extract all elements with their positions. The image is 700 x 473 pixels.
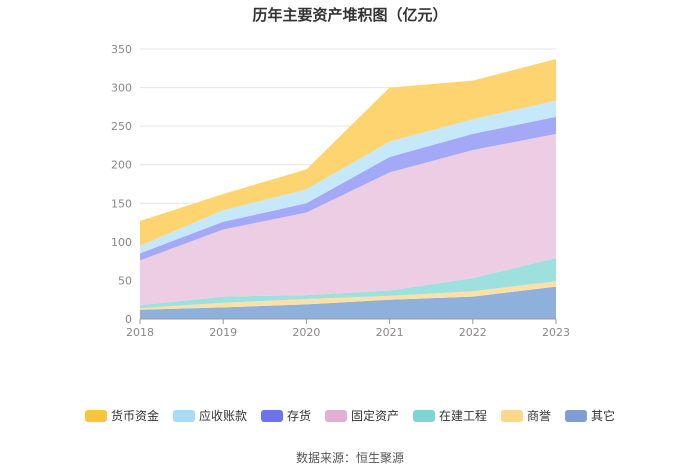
- x-tick-label: 2022: [459, 326, 487, 339]
- x-tick-label: 2020: [292, 326, 320, 339]
- legend-item[interactable]: 固定资产: [324, 407, 399, 424]
- legend-label: 在建工程: [439, 409, 488, 423]
- chart-title: 历年主要资产堆积图（亿元）: [252, 6, 448, 24]
- legend-swatch: [260, 409, 283, 422]
- axes: 0 50 100 150 200 250 300 350 2018 2019 2020 2021 202…: [111, 43, 570, 339]
- area-series-1: [140, 281, 556, 310]
- data-source: 数据来源：恒生聚源: [295, 451, 404, 465]
- legend-label: 存货: [286, 409, 311, 423]
- legend-label: 货币资金: [110, 409, 159, 423]
- y-tick-label: 50: [118, 274, 132, 287]
- legend-item[interactable]: 其它: [565, 407, 615, 424]
- area-series-6: [140, 59, 556, 246]
- legend-label: 其它: [591, 409, 616, 423]
- y-tick-label: 250: [111, 120, 132, 133]
- y-tick-label: 350: [111, 43, 132, 56]
- area-series-4: [140, 116, 556, 261]
- x-tick-label: 2019: [209, 326, 237, 339]
- y-tick-label: 100: [111, 236, 132, 249]
- y-tick-label: 0: [125, 313, 132, 326]
- legend-item[interactable]: 在建工程: [413, 407, 487, 424]
- legend-swatch: [501, 409, 524, 422]
- legend: 货币资金 应收账款 存货 固定资产 在建工程 商誉 其它: [0, 407, 700, 425]
- x-tick-label: 2018: [126, 326, 154, 339]
- area-series-2: [140, 258, 556, 309]
- y-tick-label: 200: [111, 159, 132, 172]
- legend-item[interactable]: 存货: [260, 407, 311, 424]
- area-series-5: [140, 100, 556, 254]
- legend-item[interactable]: 应收账款: [172, 407, 247, 424]
- y-tick-label: 150: [111, 197, 132, 210]
- x-tick-label: 2021: [376, 326, 404, 339]
- y-tick-label: 300: [111, 82, 132, 95]
- legend-swatch: [324, 409, 347, 422]
- x-tick-label: 2023: [542, 326, 570, 339]
- legend-item[interactable]: 货币资金: [84, 407, 159, 424]
- area-series: [140, 59, 556, 319]
- legend-label: 应收账款: [198, 409, 247, 423]
- legend-label: 商誉: [527, 409, 552, 423]
- legend-swatch: [413, 409, 435, 422]
- area-series-0: [140, 286, 556, 319]
- legend-swatch: [565, 409, 588, 422]
- legend-label: 固定资产: [350, 409, 399, 423]
- legend-swatch: [172, 409, 195, 422]
- area-series-3: [140, 133, 556, 306]
- legend-swatch: [84, 409, 107, 422]
- legend-item[interactable]: 商誉: [501, 407, 551, 424]
